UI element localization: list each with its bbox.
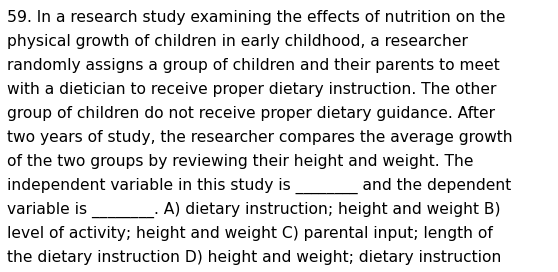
Text: two years of study, the researcher compares the average growth: two years of study, the researcher compa… — [7, 130, 513, 145]
Text: with a dietician to receive proper dietary instruction. The other: with a dietician to receive proper dieta… — [7, 82, 497, 97]
Text: variable is ________. A) dietary instruction; height and weight B): variable is ________. A) dietary instruc… — [7, 202, 501, 218]
Text: independent variable in this study is ________ and the dependent: independent variable in this study is __… — [7, 178, 512, 194]
Text: randomly assigns a group of children and their parents to meet: randomly assigns a group of children and… — [7, 58, 500, 73]
Text: group of children do not receive proper dietary guidance. After: group of children do not receive proper … — [7, 106, 496, 121]
Text: the dietary instruction D) height and weight; dietary instruction: the dietary instruction D) height and we… — [7, 250, 502, 265]
Text: of the two groups by reviewing their height and weight. The: of the two groups by reviewing their hei… — [7, 154, 474, 169]
Text: physical growth of children in early childhood, a researcher: physical growth of children in early chi… — [7, 34, 468, 49]
Text: 59. In a research study examining the effects of nutrition on the: 59. In a research study examining the ef… — [7, 10, 506, 24]
Text: level of activity; height and weight C) parental input; length of: level of activity; height and weight C) … — [7, 226, 493, 241]
